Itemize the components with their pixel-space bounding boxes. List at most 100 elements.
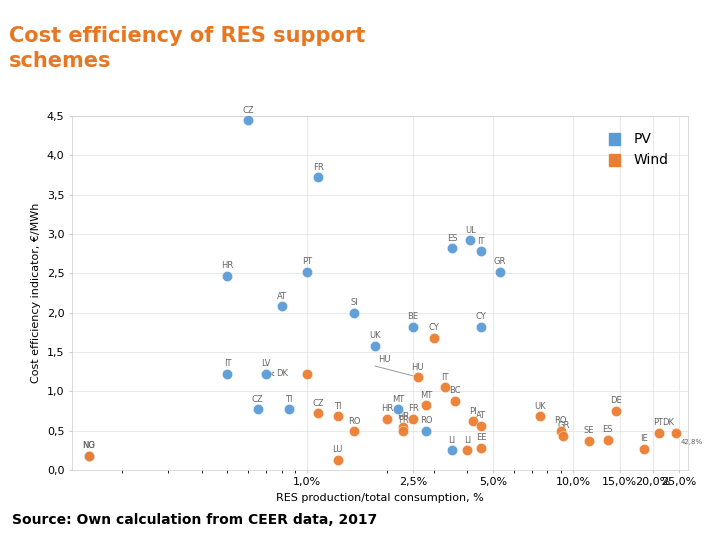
Text: TI: TI [285,395,292,404]
Point [252,405,264,414]
Text: IT: IT [224,360,231,368]
Point [83,451,94,460]
Point [397,426,409,435]
Point [583,436,595,445]
Text: DE: DE [610,396,622,406]
Text: EE: EE [476,433,486,442]
Point [638,444,649,453]
Text: IT: IT [477,237,485,246]
Text: UL: UL [465,226,475,235]
Text: SI: SI [350,298,358,307]
Text: HU: HU [411,362,424,372]
Point [312,173,324,182]
Text: CZ: CZ [312,399,324,408]
Text: GR: GR [557,422,570,430]
Text: IE: IE [640,434,648,443]
Text: GR: GR [494,257,506,266]
Point [382,414,393,423]
Text: PI: PI [469,407,477,416]
Text: Source: Own calculation from CEER data, 2017: Source: Own calculation from CEER data, … [12,513,377,526]
Text: DK: DK [662,418,674,427]
Point [408,322,419,331]
Text: PT: PT [654,418,664,427]
Text: RO: RO [348,417,361,426]
Point [464,236,476,245]
Point [222,369,233,378]
Text: CY: CY [428,323,439,332]
Point [276,302,287,310]
Point [557,431,569,440]
Point [283,405,294,414]
Text: ES: ES [603,426,613,434]
Text: NO: NO [82,441,95,450]
Point [467,417,479,426]
Point [462,446,473,455]
Point [420,426,432,435]
Point [653,429,665,437]
Point [420,401,432,410]
Point [670,429,682,437]
Point [446,446,458,455]
Point [475,443,487,452]
Text: HU: HU [378,355,391,364]
Point [439,383,451,391]
Point [312,409,324,417]
Point [261,369,272,378]
Point [475,421,487,430]
Text: LI: LI [464,436,471,444]
Text: TI: TI [334,402,341,411]
Point [610,407,621,415]
Text: 24: 24 [642,510,669,529]
Text: LV: LV [261,360,271,368]
Text: RO: RO [554,416,567,425]
Text: FR: FR [408,404,418,413]
Text: LU: LU [333,445,343,454]
Point [449,396,461,405]
Text: FR: FR [313,163,324,172]
Point [412,373,423,381]
Text: UK: UK [534,402,546,411]
Legend: PV, Wind: PV, Wind [603,126,675,173]
Text: MT: MT [392,395,405,404]
Text: HR: HR [221,261,233,270]
Point [475,322,487,331]
Point [348,427,360,436]
Point [446,244,458,253]
Point [348,308,360,317]
Point [555,426,567,435]
X-axis label: RES production/total consumption, %: RES production/total consumption, % [276,493,484,503]
Point [332,412,343,421]
Point [475,247,487,255]
Text: RO: RO [420,416,433,425]
Point [397,422,409,431]
Text: PT: PT [302,257,312,266]
Point [302,369,313,378]
Text: DK: DK [271,369,289,379]
Text: AT: AT [276,292,287,301]
Text: BE: BE [408,312,418,321]
Point [243,116,254,124]
Point [302,267,313,276]
Point [332,455,343,464]
Text: CZ: CZ [252,395,264,404]
Text: CY: CY [475,312,486,321]
Point [83,451,94,460]
Point [534,412,546,421]
Text: CZ: CZ [243,105,254,114]
Text: FR: FR [398,416,409,425]
Text: HR: HR [397,412,410,421]
Y-axis label: Cost efficiency indicator, €/MWh: Cost efficiency indicator, €/MWh [31,202,41,383]
Text: Cost efficiency of RES support
schemes: Cost efficiency of RES support schemes [9,26,365,71]
Text: UK: UK [369,331,381,340]
Text: SE: SE [584,426,595,435]
Point [222,271,233,280]
Text: AT: AT [476,411,486,420]
Point [494,267,505,276]
Point [369,341,381,350]
Text: LI: LI [449,436,456,444]
Text: BC: BC [449,386,461,395]
Text: MT: MT [420,391,432,400]
Text: ES: ES [446,234,457,242]
Text: NG: NG [82,441,95,450]
Point [408,414,419,423]
